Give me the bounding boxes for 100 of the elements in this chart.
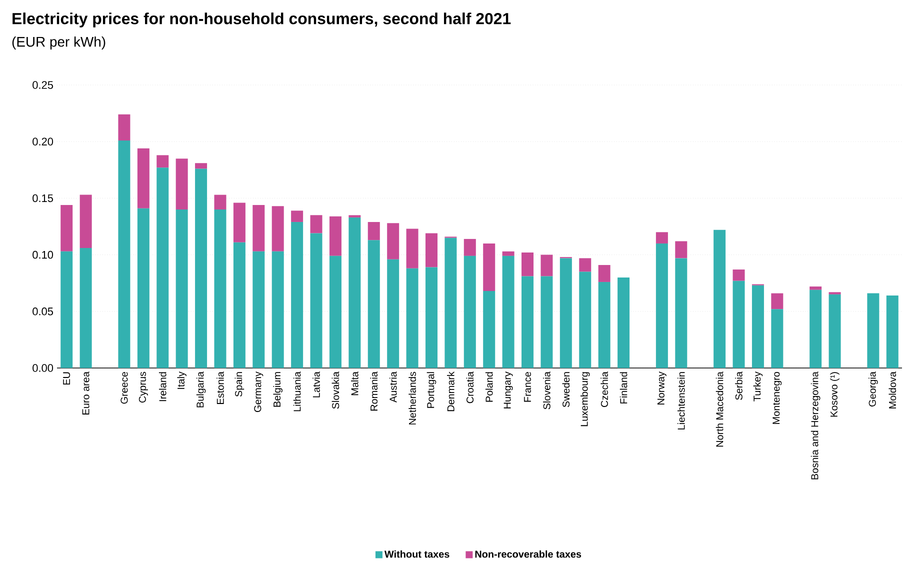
bar [291,210,304,222]
bar [156,155,169,168]
bar [60,204,73,252]
bar [483,243,496,292]
x-tick-label: Romania [370,372,378,411]
bar [444,238,457,368]
chart-title: Electricity prices for non-household consumers, second half 2021 [12,12,511,28]
bar [406,228,418,268]
x-tick-label: Malta [351,372,358,396]
bar [810,286,822,290]
bar [272,251,284,368]
bar [137,208,150,368]
bar [406,268,418,368]
bar [214,210,226,368]
bar [214,194,226,210]
x-tick-label: Serbia [735,372,742,400]
bar [425,267,438,368]
bar [80,194,92,248]
bar [502,251,514,256]
bar [771,309,784,368]
y-tick-label: 0.00 [32,364,54,372]
bar [752,285,764,368]
y-tick-label: 0.05 [32,308,54,316]
bar [233,242,246,368]
bar [540,254,553,276]
bar [176,210,188,368]
bar [483,291,496,368]
bar [329,256,342,368]
bar [598,282,610,368]
bar [464,256,476,368]
x-tick-label: Belgium [273,372,282,407]
y-tick-label: 0.15 [32,194,54,202]
x-tick-label: Bosnia and Herzegovina [810,372,820,480]
x-tick-label: Luxembourg [580,372,590,426]
bar [252,204,265,252]
x-tick-label: Spain [234,372,244,397]
bar [540,276,553,368]
bar [732,270,745,281]
x-tick-label: EU [63,372,70,385]
bar [387,223,400,260]
bar [80,248,92,368]
bar [348,217,361,368]
bar [886,296,898,368]
bar [867,293,880,368]
x-tick-label: Estonia [216,372,224,404]
y-tick-label: 0.10 [32,250,54,259]
bar [310,233,322,368]
bar [329,216,342,256]
bar [522,252,534,276]
bar [272,206,284,252]
x-tick-label: Lithuania [293,372,301,412]
bar [464,238,476,256]
x-tick-label: Montenegro [772,372,782,424]
bar [560,258,572,368]
bar [732,280,745,368]
bar [579,258,592,272]
x-tick-label: Bulgaria [196,372,206,408]
x-tick-label: France [524,372,531,402]
x-tick-label: Poland [485,372,493,402]
bar [118,114,130,140]
bar [387,259,400,368]
x-tick-label: Cyprus [138,372,148,403]
bar [118,140,130,368]
y-tick-label: 0.25 [32,81,54,89]
x-tick-label: Norway [657,372,666,404]
x-tick-label: Liechtenstein [677,372,685,430]
x-tick-label: Kosovo (¹) [830,372,840,417]
bar [771,293,784,310]
bar [598,264,610,282]
chart-subtitle: (EUR per kWh) [12,36,106,50]
x-tick-label: Euro area [82,372,90,414]
legend-label: Without taxes [384,550,450,558]
bar [502,256,514,368]
x-tick-label: Turkey [753,372,763,402]
bar [137,148,150,208]
bar [828,294,841,368]
x-tick-label: Sweden [562,372,570,408]
x-tick-label: North Macedonia [716,372,724,447]
x-tick-label: Latvia [312,372,320,398]
x-tick-label: Italy [177,372,186,389]
x-tick-label: Netherlands [408,372,416,424]
bar [675,241,688,258]
bar [195,168,208,368]
x-tick-label: Germany [254,372,264,412]
x-tick-label: Moldova [888,372,896,408]
y-tick-label: 0.20 [32,138,54,146]
bar [195,163,208,169]
x-tick-label: Slovakia [332,372,340,409]
bar [252,251,265,368]
bar [810,290,822,368]
x-tick-label: Slovenia [543,372,550,410]
bar [675,258,688,368]
x-tick-label: Ireland [158,372,166,402]
bar [522,276,534,368]
x-tick-label: Croatia [466,372,474,404]
x-tick-label: Austria [389,372,397,403]
x-tick-label: Hungary [504,372,513,408]
bar [425,233,438,268]
bar [368,222,380,240]
bar [291,222,304,368]
